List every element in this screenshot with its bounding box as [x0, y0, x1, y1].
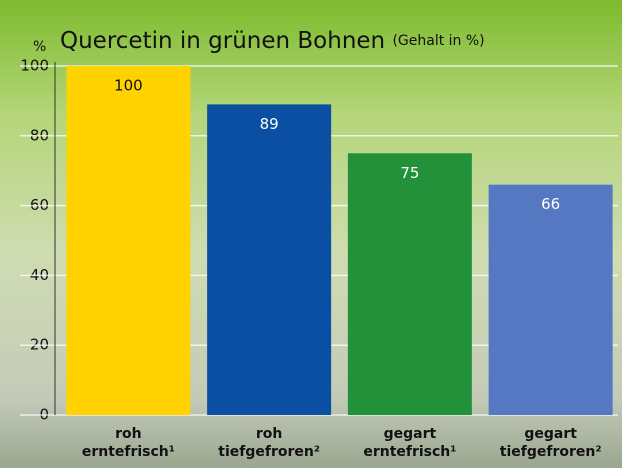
value-label: 75 [400, 164, 419, 182]
value-label: 66 [541, 195, 560, 213]
value-label: 100 [114, 77, 143, 95]
x-tick-label: roh [115, 426, 142, 442]
x-tick-label: gegart [384, 426, 437, 442]
x-tick-label: erntefrisch¹ [363, 444, 456, 460]
bar [66, 66, 191, 415]
bar [347, 153, 472, 415]
x-tick-label: erntefrisch¹ [82, 444, 175, 460]
y-axis-label: % [33, 39, 46, 55]
chart-title: Quercetin in grünen Bohnen (Gehalt in %) [60, 28, 485, 54]
bar [488, 184, 613, 415]
x-tick-label: gegart [524, 426, 577, 442]
x-tick-label: tiefgefroren² [218, 444, 320, 460]
x-tick-label: roh [256, 426, 283, 442]
value-label: 89 [260, 115, 279, 133]
subtitle: (Gehalt in %) [392, 33, 484, 49]
title: Quercetin in grünen Bohnen [60, 28, 385, 54]
x-tick-label: tiefgefroren² [500, 444, 602, 460]
bar [207, 104, 332, 415]
